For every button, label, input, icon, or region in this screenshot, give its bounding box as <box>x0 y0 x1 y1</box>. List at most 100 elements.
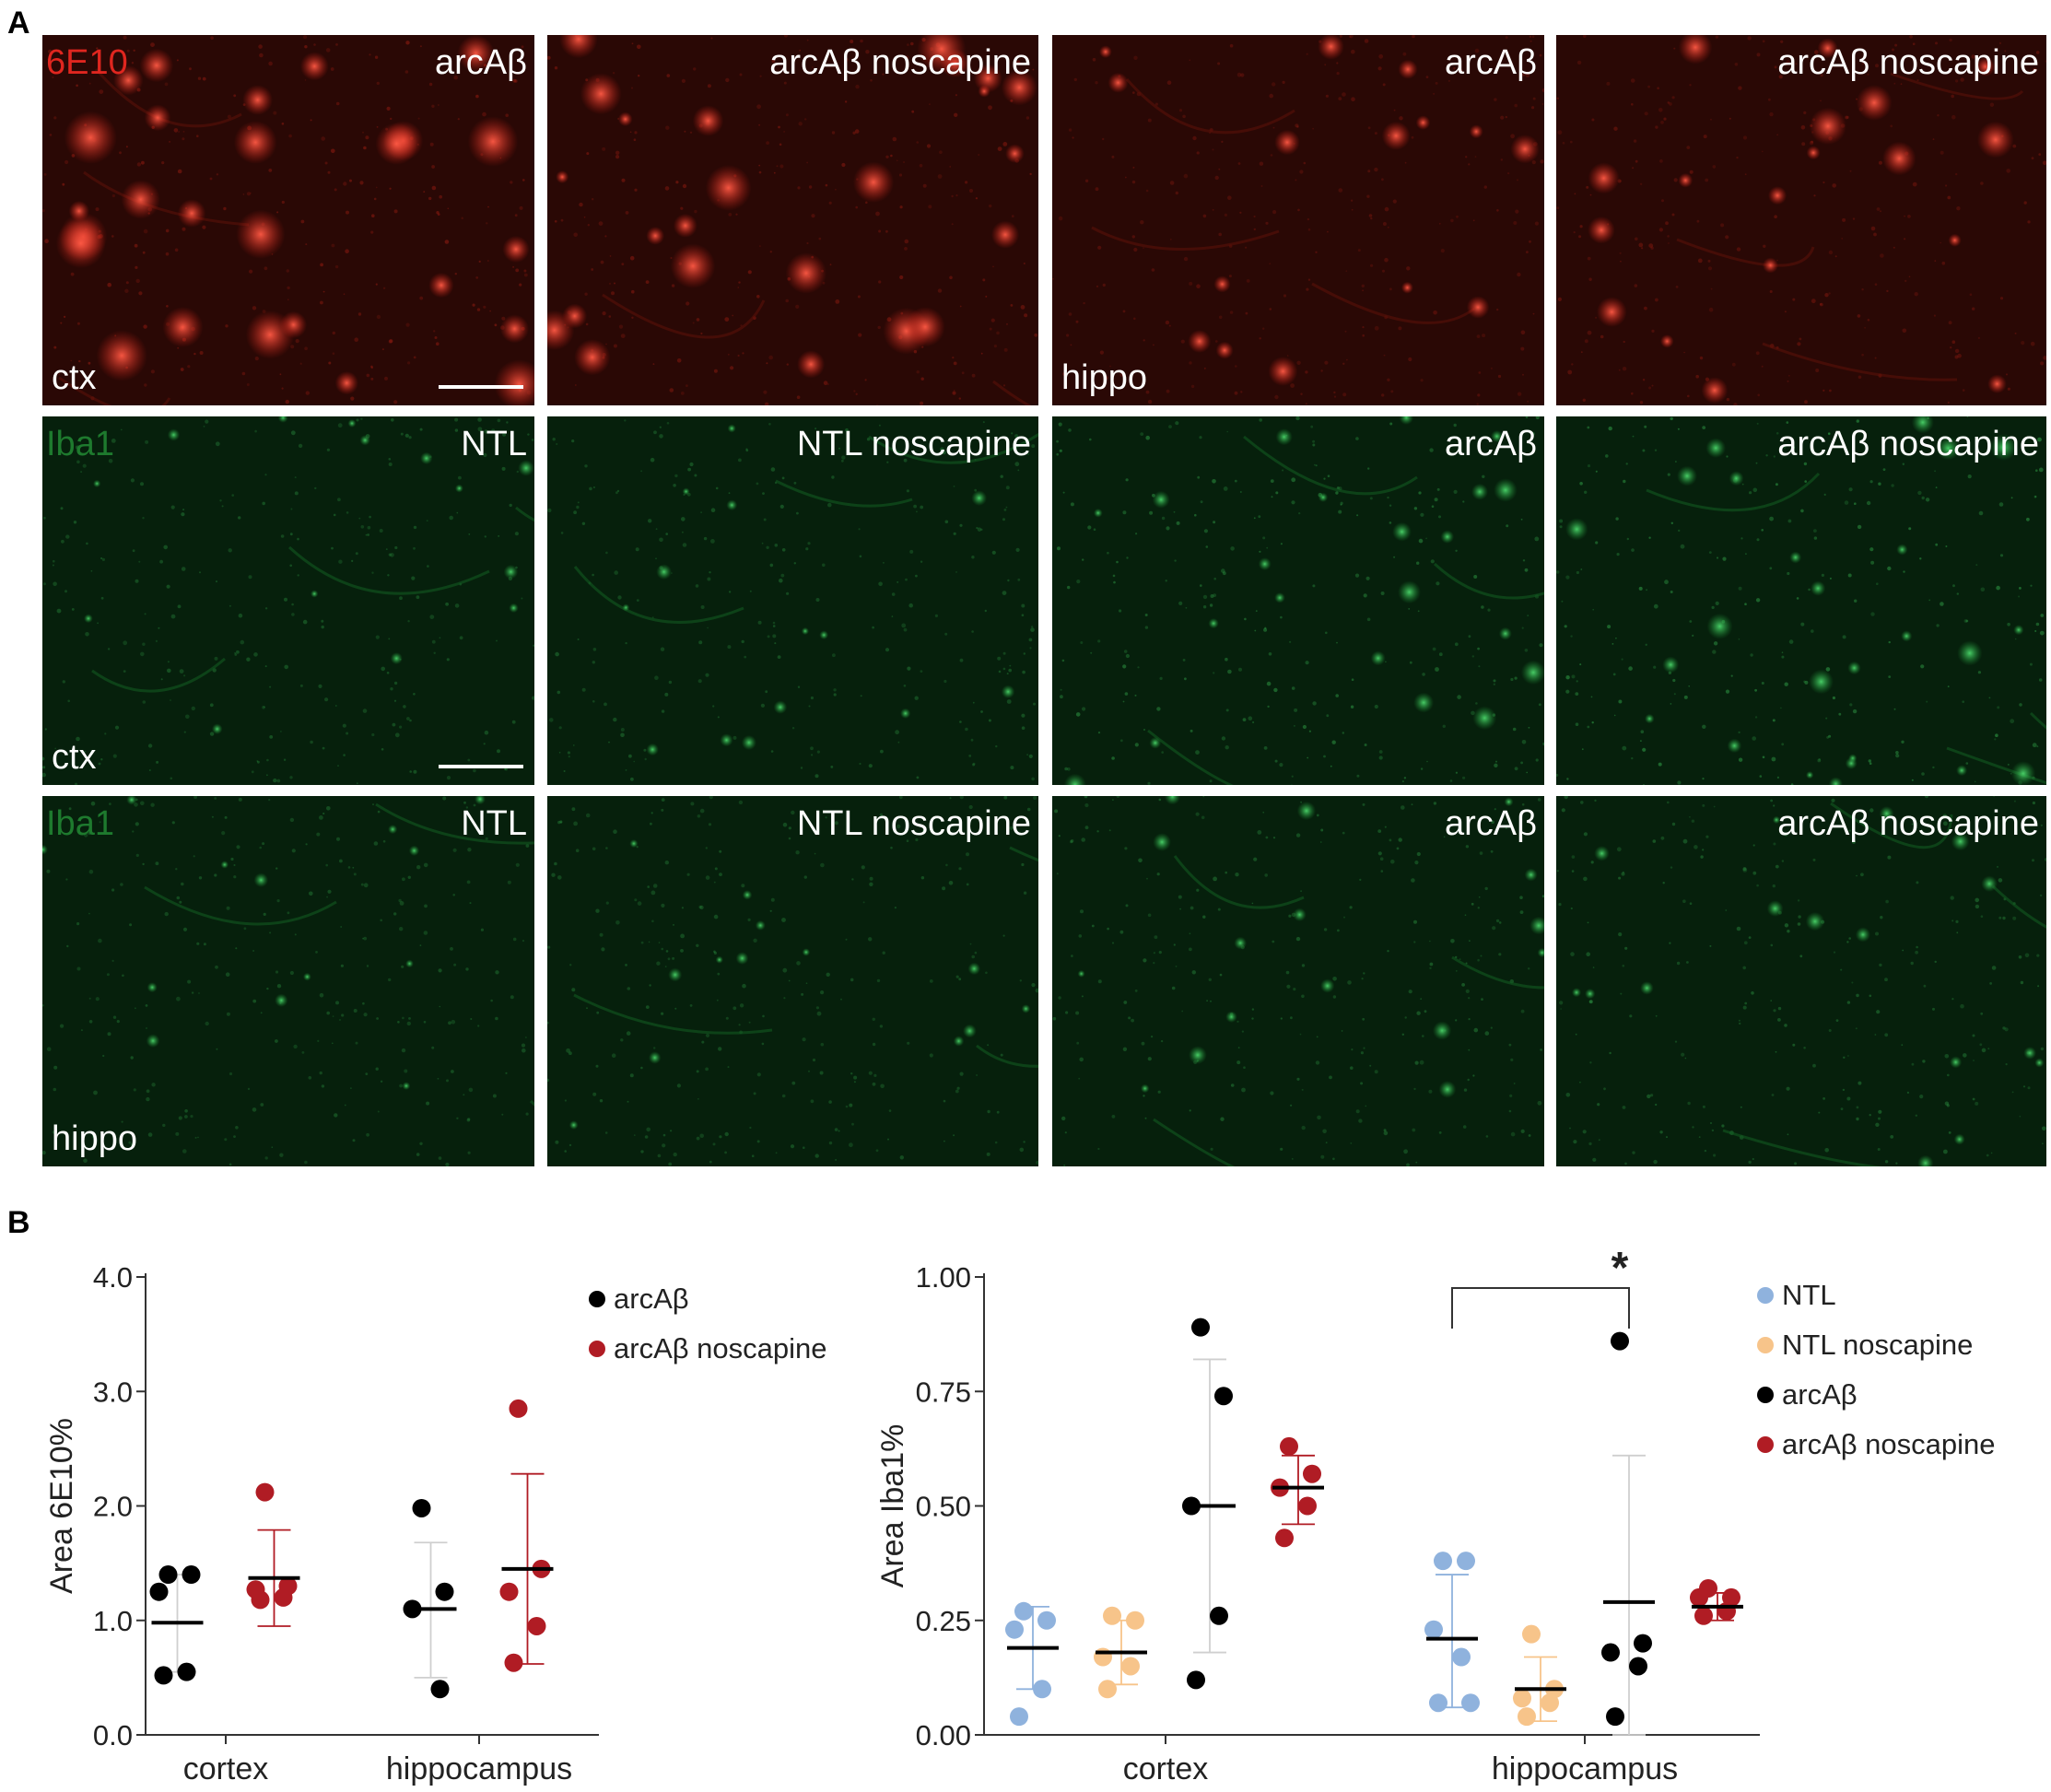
data-point <box>1522 1624 1541 1644</box>
tissue-texture <box>1056 416 1544 785</box>
data-point <box>527 1616 546 1635</box>
tissue-texture <box>1556 416 2046 785</box>
data-point <box>1424 1620 1443 1639</box>
data-point <box>1098 1680 1117 1699</box>
tissue-texture <box>547 35 1038 405</box>
chart-6e10: 0.0 1.0 2.0 3.0 4.0 Area 6E10% cortex hippocamp… <box>44 1261 827 1786</box>
data-point <box>1541 1693 1559 1713</box>
data-point <box>154 1666 173 1685</box>
y-axis-label: Area 6E10% <box>44 1418 79 1594</box>
data-point <box>1434 1552 1452 1571</box>
micrograph-group-label: arcAβ <box>1445 425 1537 463</box>
micrograph-group-label: NTL noscapine <box>797 804 1031 843</box>
data-point <box>435 1582 454 1601</box>
legend-marker <box>1757 1436 1774 1453</box>
data-point <box>149 1582 169 1601</box>
data-point <box>1611 1331 1629 1351</box>
data-point <box>1010 1707 1028 1727</box>
micrograph-r2-c1: NTL Iba1 ctx <box>42 416 534 785</box>
data-point <box>1014 1601 1033 1621</box>
micrograph-group-label: arcAβ noscapine <box>769 43 1031 82</box>
micrograph-group-label: NTL <box>461 425 527 463</box>
data-point <box>1717 1601 1736 1621</box>
tissue-texture <box>42 416 534 785</box>
legend-marker <box>1757 1287 1774 1304</box>
tissue-texture <box>1556 35 2046 405</box>
group-arca-noscapine-cortex <box>246 1482 300 1627</box>
micrograph-background <box>547 35 1038 405</box>
micrograph-r1-c1: arcAβ 6E10 ctx <box>42 35 534 405</box>
legend-label: arcAβ noscapine <box>1782 1428 1996 1460</box>
data-point <box>1275 1528 1294 1548</box>
y-tick-label: 1.0 <box>93 1605 133 1637</box>
data-point <box>1214 1387 1233 1406</box>
x-category-label: hippocampus <box>1492 1751 1678 1786</box>
data-point <box>1094 1647 1112 1667</box>
x-category-label: cortex <box>1123 1751 1209 1786</box>
significance-bracket <box>1451 1287 1630 1329</box>
data-point <box>177 1662 196 1681</box>
group-arca-noscapine-hippocampus <box>1690 1578 1743 1625</box>
micrograph-group-label: arcAβ <box>1445 804 1537 843</box>
legend-label: arcAβ <box>1782 1378 1858 1411</box>
group-arca-noscapine-cortex <box>1271 1436 1324 1548</box>
micrograph-background <box>1556 796 2046 1166</box>
group-ntl-cortex <box>1005 1601 1059 1727</box>
scale-bar <box>439 385 523 389</box>
micrograph-r2-c3: arcAβ <box>1052 416 1544 785</box>
panel-a-letter: A <box>7 6 30 41</box>
tissue-texture <box>42 796 534 1166</box>
data-point <box>430 1680 450 1699</box>
micrograph-r2-c4: arcAβ noscapine <box>1556 416 2046 785</box>
legend-marker <box>1757 1337 1774 1353</box>
data-point <box>499 1582 519 1601</box>
quantification-panel: B 0.0 1.0 2.0 3.0 4.0 Area 6E10% cortex hippoca… <box>7 1205 1996 1786</box>
micrograph-background <box>1052 796 1544 1166</box>
region-label: hippo <box>1061 358 1147 397</box>
micrograph-r3-c3: arcAβ <box>1052 796 1544 1166</box>
data-point <box>1457 1552 1475 1571</box>
data-point <box>1452 1647 1471 1667</box>
data-point <box>1513 1689 1531 1708</box>
data-point <box>1518 1707 1536 1727</box>
data-point <box>1126 1610 1144 1630</box>
group-ntl-noscapine-cortex <box>1094 1606 1147 1699</box>
stain-label: Iba1 <box>46 425 114 463</box>
data-point <box>158 1565 178 1585</box>
micrograph-r3-c2: NTL noscapine <box>547 796 1038 1166</box>
group-arca--hippocampus <box>1601 1331 1655 1736</box>
y-tick-label: 1.00 <box>916 1261 971 1294</box>
region-label: ctx <box>52 738 97 777</box>
data-point <box>1210 1606 1228 1625</box>
data-point <box>1191 1318 1210 1337</box>
y-axis-label: Area Iba1% <box>875 1424 910 1588</box>
y-tick-label: 0.0 <box>93 1719 133 1751</box>
chart-iba1: 0.00 0.25 0.50 0.75 1.00 Area Iba1% cortex hipp… <box>875 1244 1996 1786</box>
micrograph-group-label: arcAβ noscapine <box>1777 425 2039 463</box>
data-point <box>1121 1657 1140 1676</box>
data-point <box>1690 1587 1708 1607</box>
tissue-texture <box>547 419 1038 781</box>
data-point <box>1694 1606 1713 1625</box>
micrograph-background <box>42 416 534 785</box>
micrograph-r1-c4: arcAβ noscapine <box>1556 35 2046 405</box>
micrograph-background <box>547 796 1038 1166</box>
data-point <box>274 1587 293 1607</box>
x-category-label: hippocampus <box>386 1751 572 1786</box>
micrograph-group-label: arcAβ noscapine <box>1777 804 2039 843</box>
significance-star: * <box>1612 1244 1629 1293</box>
tissue-texture <box>1556 796 2046 1166</box>
data-point <box>1629 1657 1647 1676</box>
group-arca--cortex <box>149 1565 204 1685</box>
micrograph-group-label: arcAβ <box>435 43 527 82</box>
data-point <box>1103 1606 1121 1625</box>
data-point <box>1187 1670 1205 1690</box>
y-tick-label: 4.0 <box>93 1261 133 1294</box>
data-point <box>504 1653 523 1672</box>
data-point <box>251 1590 270 1610</box>
micrograph-background <box>1556 35 2046 405</box>
y-tick-label: 3.0 <box>93 1376 133 1408</box>
group-arca--hippocampus <box>403 1498 457 1699</box>
stain-label: Iba1 <box>46 804 114 843</box>
